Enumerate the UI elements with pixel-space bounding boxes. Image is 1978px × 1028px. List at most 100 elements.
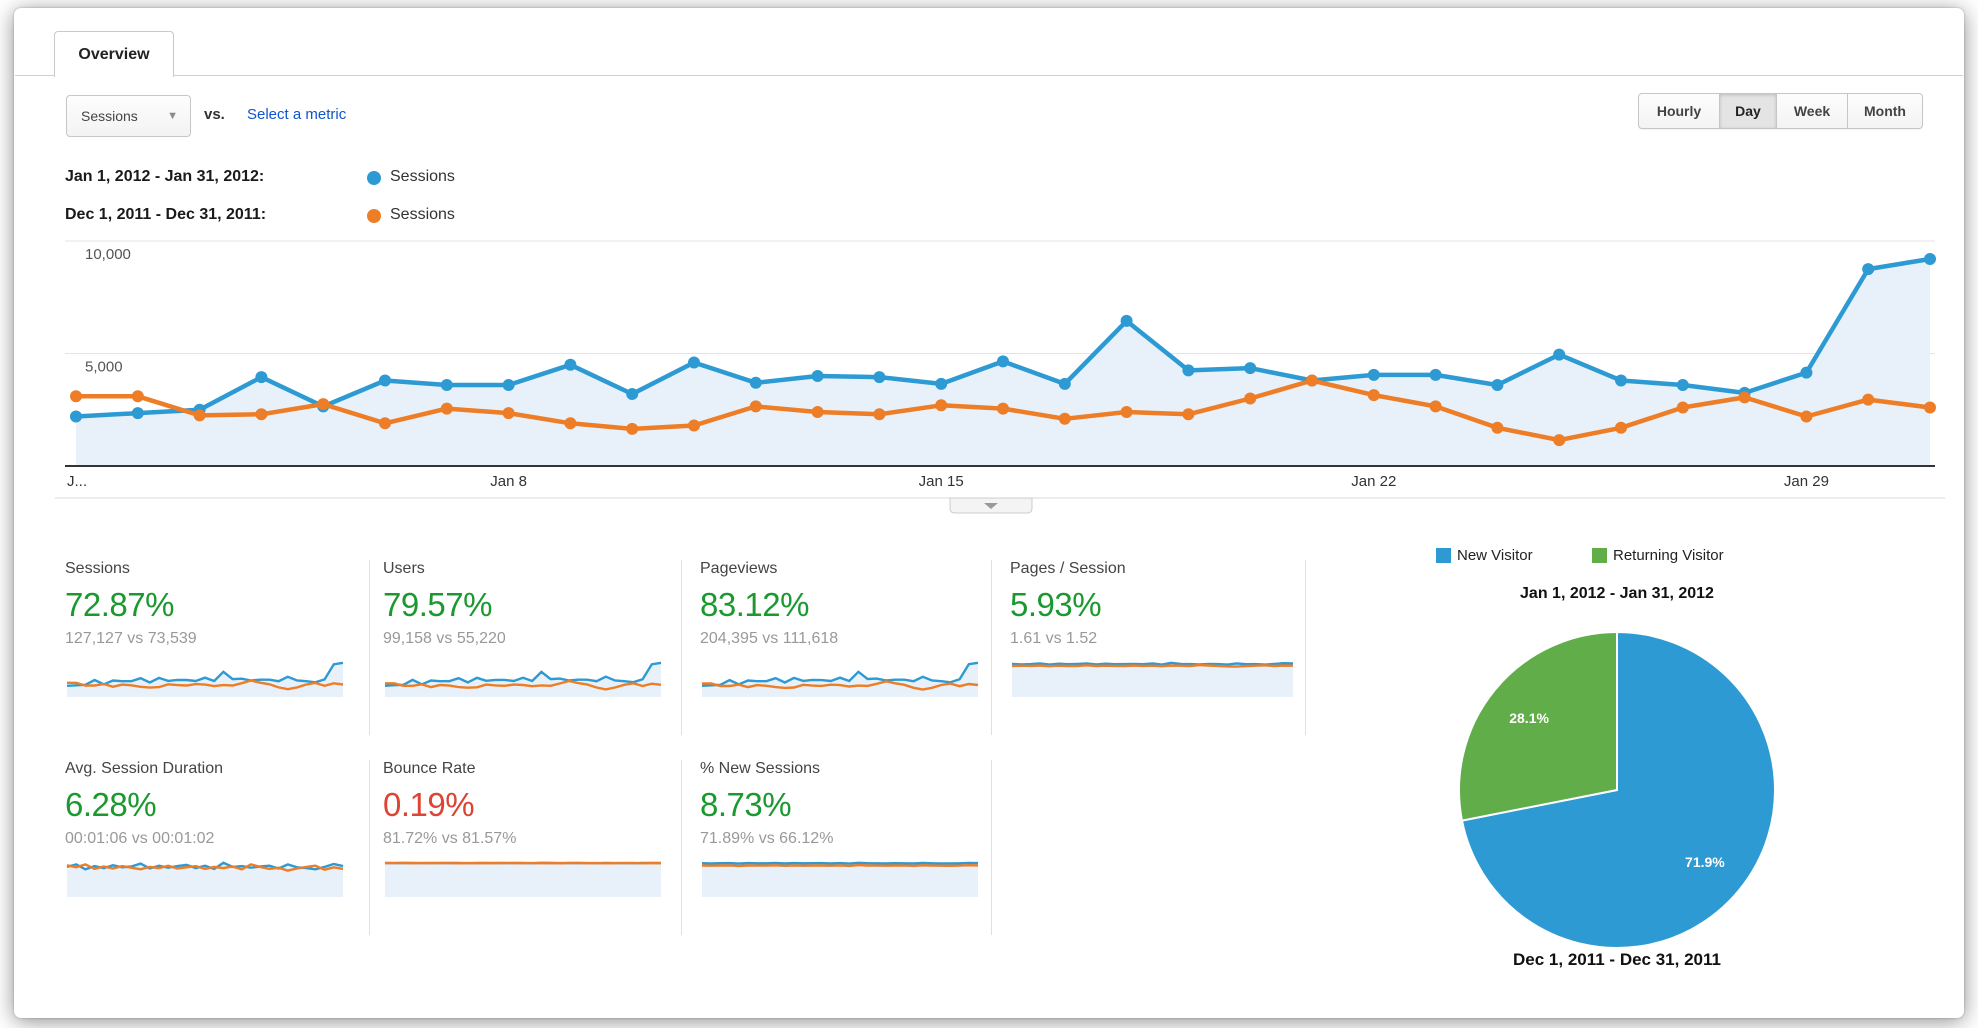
scorecard-comparison-values: 81.72% vs 81.57% xyxy=(383,830,517,847)
sparkline-current-line xyxy=(701,861,979,865)
previous-series-point[interactable] xyxy=(502,407,515,420)
previous-series-point[interactable] xyxy=(1491,421,1504,434)
current-series-point[interactable] xyxy=(935,377,948,390)
tab-overview[interactable]: Overview xyxy=(54,31,174,78)
scorecard-new-sessions[interactable]: % New Sessions 8.73% 71.89% vs 66.12% xyxy=(700,760,980,932)
previous-series-point[interactable] xyxy=(1800,410,1813,423)
previous-series-point[interactable] xyxy=(1429,400,1442,413)
scorecard-bounce-rate[interactable]: Bounce Rate 0.19% 81.72% vs 81.57% xyxy=(383,760,663,932)
previous-series-point[interactable] xyxy=(1120,406,1133,418)
current-series-point[interactable] xyxy=(1182,364,1195,377)
previous-series-point[interactable] xyxy=(1553,434,1566,447)
current-series-point[interactable] xyxy=(1862,263,1875,276)
previous-series-point[interactable] xyxy=(688,419,700,432)
current-series-point[interactable] xyxy=(440,379,453,391)
current-series-point[interactable] xyxy=(1429,368,1442,381)
sparkline-area-fill xyxy=(385,862,661,897)
previous-series-point[interactable] xyxy=(811,406,824,418)
previous-series-point[interactable] xyxy=(873,408,886,421)
previous-series-point[interactable] xyxy=(749,400,762,413)
scorecard-change-percent: 8.73% xyxy=(700,786,792,823)
legend-row-previous: Dec 1, 2011 - Dec 31, 2011: Sessions xyxy=(65,206,455,230)
previous-series-point[interactable] xyxy=(1676,401,1689,414)
current-series-point[interactable] xyxy=(626,388,639,400)
previous-series-point[interactable] xyxy=(1244,392,1257,405)
current-series-point[interactable] xyxy=(1244,362,1257,375)
granularity-button-hourly[interactable]: Hourly xyxy=(1638,93,1720,129)
scorecard-comparison-values: 1.61 vs 1.52 xyxy=(1010,630,1098,647)
previous-series-point[interactable] xyxy=(1306,374,1318,387)
current-series-point[interactable] xyxy=(379,374,391,387)
scorecard-avg-session-duration[interactable]: Avg. Session Duration 6.28% 00:01:06 vs 00… xyxy=(65,760,345,932)
scorecard-sparkline xyxy=(66,661,344,697)
scorecard-sparkline xyxy=(1011,661,1294,697)
metric-selector-dropdown[interactable]: Sessions ▼ xyxy=(66,95,191,137)
sparkline-current-line xyxy=(384,661,662,687)
previous-series-point[interactable] xyxy=(255,408,268,421)
scorecard-pageviews[interactable]: Pageviews 83.12% 204,395 vs 111,618 xyxy=(700,560,980,732)
current-series-point[interactable] xyxy=(70,410,82,423)
x-axis-tick-label: J... xyxy=(67,473,87,490)
previous-series-point[interactable] xyxy=(379,417,391,430)
sparkline-area-fill xyxy=(702,862,978,897)
current-series-point[interactable] xyxy=(564,358,577,371)
scorecard-sparkline xyxy=(66,861,344,897)
previous-series-point[interactable] xyxy=(1924,401,1936,414)
current-series-point[interactable] xyxy=(997,355,1009,368)
current-series-point[interactable] xyxy=(749,376,762,389)
current-series-point[interactable] xyxy=(131,407,144,420)
sparkline-previous-line xyxy=(701,863,979,868)
granularity-button-week[interactable]: Week xyxy=(1777,93,1848,129)
previous-series-point[interactable] xyxy=(1182,408,1195,421)
granularity-button-month[interactable]: Month xyxy=(1848,93,1923,129)
current-series-point[interactable] xyxy=(1615,374,1627,387)
scorecard-comparison-values: 71.89% vs 66.12% xyxy=(700,830,834,847)
current-series-point[interactable] xyxy=(1491,379,1504,391)
scorecard-sessions[interactable]: Sessions 72.87% 127,127 vs 73,539 xyxy=(65,560,345,732)
current-series-point[interactable] xyxy=(688,356,700,369)
legend-label: Returning Visitor xyxy=(1613,547,1724,564)
sparkline-current-line xyxy=(701,661,979,687)
current-series-point[interactable] xyxy=(1553,348,1566,361)
granularity-button-day[interactable]: Day xyxy=(1720,93,1777,129)
tab-bar-divider xyxy=(15,75,1963,76)
current-series-point[interactable] xyxy=(1800,366,1813,379)
scorecard-users[interactable]: Users 79.57% 99,158 vs 55,220 xyxy=(383,560,663,732)
sessions-timeseries-chart[interactable]: 5,000 10,000 J... Jan 8 Jan 15 Jan 22 Jan 29 xyxy=(55,230,1945,522)
scorecard-divider xyxy=(991,560,992,735)
previous-series-point[interactable] xyxy=(131,390,144,403)
previous-series-point[interactable] xyxy=(1862,393,1875,406)
pie-slice-percent-label: 28.1% xyxy=(1509,710,1549,726)
current-series-point[interactable] xyxy=(1676,379,1689,391)
chevron-down-icon[interactable] xyxy=(984,503,998,509)
current-series-point[interactable] xyxy=(1058,377,1071,390)
current-series-point[interactable] xyxy=(502,379,515,391)
current-series-point[interactable] xyxy=(1367,368,1380,381)
previous-series-point[interactable] xyxy=(626,422,639,435)
sparkline-previous-line xyxy=(67,679,344,691)
previous-series-point[interactable] xyxy=(1615,421,1627,434)
pie-slice-new-visitor[interactable] xyxy=(1460,630,1777,949)
pie-slice-returning-visitor[interactable] xyxy=(1458,630,1618,822)
previous-series-point[interactable] xyxy=(440,402,453,415)
previous-series-point[interactable] xyxy=(317,398,330,411)
legend-swatch-icon xyxy=(1436,548,1451,563)
select-a-metric-link[interactable]: Select a metric xyxy=(247,106,347,123)
previous-series-point[interactable] xyxy=(935,399,948,412)
scorecard-pages-session[interactable]: Pages / Session 5.93% 1.61 vs 1.52 xyxy=(1010,560,1295,732)
current-series-point[interactable] xyxy=(1924,253,1936,265)
current-series-point[interactable] xyxy=(1120,314,1133,327)
previous-series-point[interactable] xyxy=(997,402,1009,415)
previous-series-point[interactable] xyxy=(1367,389,1380,402)
current-series-point[interactable] xyxy=(873,371,886,384)
previous-series-point[interactable] xyxy=(564,417,577,430)
current-series-point[interactable] xyxy=(255,371,268,384)
scorecard-change-percent: 6.28% xyxy=(65,786,157,823)
sparkline-previous-line xyxy=(66,863,344,872)
previous-series-point[interactable] xyxy=(1058,412,1071,425)
previous-series-point[interactable] xyxy=(1738,391,1751,404)
previous-series-point[interactable] xyxy=(70,390,82,403)
legend-row-current: Jan 1, 2012 - Jan 31, 2012: Sessions xyxy=(65,168,455,192)
previous-series-point[interactable] xyxy=(193,409,206,422)
current-series-point[interactable] xyxy=(811,370,824,382)
